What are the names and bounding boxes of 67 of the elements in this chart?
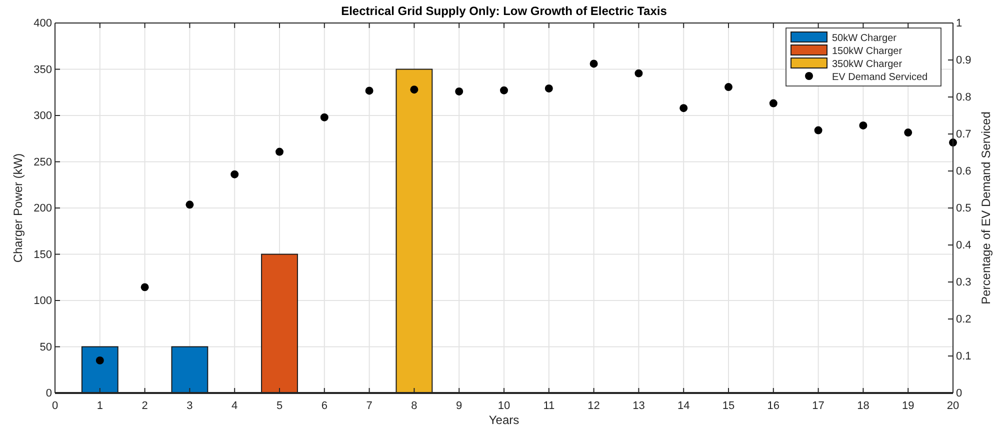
- point: [769, 99, 778, 108]
- point: [680, 104, 688, 112]
- y-tick-label: 400: [34, 18, 52, 30]
- y-tick-label: 50: [40, 341, 52, 354]
- x-tick-label: 17: [812, 400, 824, 412]
- y2-tick-label: 0.8: [956, 92, 972, 104]
- point: [859, 122, 868, 130]
- x-tick-label: 6: [321, 400, 328, 412]
- x-tick-label: 10: [498, 400, 510, 412]
- x-tick-label: 7: [366, 400, 372, 412]
- x-tick-label: 16: [767, 400, 780, 412]
- point: [410, 86, 418, 94]
- y2-tick-label: 0.3: [956, 276, 972, 289]
- y2-tick-label: 0.6: [956, 166, 972, 178]
- y2-axis-title: Percentage of EV Demand Serviced: [979, 112, 993, 304]
- x-tick-label: 18: [857, 400, 870, 412]
- x-tick-label: 13: [632, 400, 645, 412]
- point: [814, 126, 822, 134]
- point: [544, 84, 553, 92]
- x-tick-label: 2: [142, 400, 148, 412]
- point: [365, 86, 374, 95]
- point: [186, 200, 194, 209]
- point: [634, 69, 643, 78]
- y2-tick-label: 0.2: [956, 314, 972, 326]
- point: [140, 283, 149, 292]
- y2-tick-label: 0.4: [956, 240, 972, 252]
- point: [590, 60, 598, 68]
- legend-label: 50kW Charger: [832, 33, 898, 44]
- point: [500, 86, 508, 94]
- x-tick-label: 12: [588, 400, 600, 412]
- legend-label: 350kW Charger: [832, 59, 903, 70]
- x-tick-label: 19: [902, 400, 914, 412]
- point: [230, 170, 239, 178]
- y-tick-label: 250: [34, 156, 52, 168]
- y2-tick-label: 0.1: [956, 350, 972, 363]
- legend-label: 150kW Charger: [832, 46, 903, 57]
- x-tick-label: 11: [543, 400, 555, 412]
- x-tick-label: 4: [232, 400, 238, 412]
- y2-tick-label: 0.5: [956, 202, 972, 215]
- x-tick-label: 3: [186, 400, 193, 412]
- x-tick-label: 14: [677, 400, 690, 412]
- x-axis-title: Years: [488, 413, 520, 427]
- y2-tick-label: 0: [956, 388, 962, 400]
- y-tick-label: 350: [34, 64, 52, 76]
- point: [455, 87, 464, 96]
- y2-tick-label: 0.7: [956, 128, 972, 141]
- point: [320, 113, 328, 122]
- point: [724, 83, 732, 91]
- x-tick-label: 9: [456, 400, 462, 412]
- legend-label: EV Demand Serviced: [832, 72, 928, 83]
- y-axis-title: Charger Power (kW): [11, 153, 25, 263]
- y-tick-label: 300: [34, 110, 52, 122]
- y-tick-label: 150: [34, 248, 52, 261]
- point: [276, 148, 284, 156]
- point: [904, 128, 912, 136]
- x-tick-label: 15: [722, 400, 735, 412]
- y-tick-label: 0: [46, 388, 52, 400]
- y2-tick-label: 1: [956, 18, 962, 30]
- x-tick-label: 1: [96, 400, 103, 412]
- y2-tick-label: 0.9: [956, 54, 972, 67]
- x-tick-label: 8: [411, 400, 418, 412]
- x-tick-label: 5: [276, 400, 283, 412]
- y-tick-label: 200: [34, 202, 52, 215]
- point: [96, 356, 104, 364]
- chart-title: Electrical Grid Supply Only: Low Growth of Electric Taxis: [341, 4, 668, 18]
- y-tick-label: 100: [34, 295, 52, 308]
- x-tick-label: 20: [946, 400, 960, 412]
